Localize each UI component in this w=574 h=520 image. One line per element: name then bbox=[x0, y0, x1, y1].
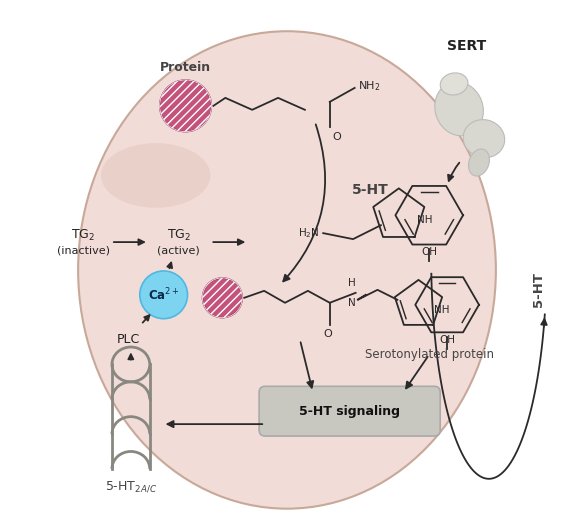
Text: TG$_2$: TG$_2$ bbox=[71, 228, 95, 243]
Text: PLC: PLC bbox=[117, 333, 141, 346]
Text: (active): (active) bbox=[157, 245, 200, 255]
Text: Ca$^{2+}$: Ca$^{2+}$ bbox=[148, 287, 180, 303]
Text: 5-HT: 5-HT bbox=[352, 184, 389, 198]
Circle shape bbox=[203, 278, 242, 318]
Ellipse shape bbox=[463, 120, 505, 158]
Circle shape bbox=[140, 271, 188, 319]
Text: NH$_2$: NH$_2$ bbox=[358, 79, 380, 93]
Text: OH: OH bbox=[439, 334, 455, 345]
Text: 5-HT: 5-HT bbox=[532, 272, 545, 307]
Ellipse shape bbox=[440, 73, 468, 95]
Ellipse shape bbox=[101, 143, 211, 208]
Text: OH: OH bbox=[421, 247, 437, 257]
Ellipse shape bbox=[78, 31, 496, 509]
Text: N: N bbox=[348, 298, 355, 308]
Circle shape bbox=[160, 80, 211, 132]
Text: 5-HT$_{2A/C}$: 5-HT$_{2A/C}$ bbox=[104, 479, 157, 494]
Ellipse shape bbox=[435, 82, 483, 136]
Text: (inactive): (inactive) bbox=[57, 245, 110, 255]
Text: O: O bbox=[323, 329, 332, 339]
Text: NH: NH bbox=[417, 215, 432, 225]
Text: NH: NH bbox=[435, 305, 450, 315]
Text: TG$_2$: TG$_2$ bbox=[166, 228, 191, 243]
Text: O: O bbox=[333, 132, 342, 141]
Text: Protein: Protein bbox=[160, 61, 211, 74]
Ellipse shape bbox=[468, 149, 490, 176]
Text: SERT: SERT bbox=[447, 39, 487, 53]
Text: 5-HT signaling: 5-HT signaling bbox=[299, 405, 400, 418]
FancyBboxPatch shape bbox=[259, 386, 440, 436]
Text: H: H bbox=[348, 278, 355, 288]
Text: H$_2$N: H$_2$N bbox=[298, 226, 319, 240]
Text: Serotonylated protein: Serotonylated protein bbox=[364, 348, 494, 361]
